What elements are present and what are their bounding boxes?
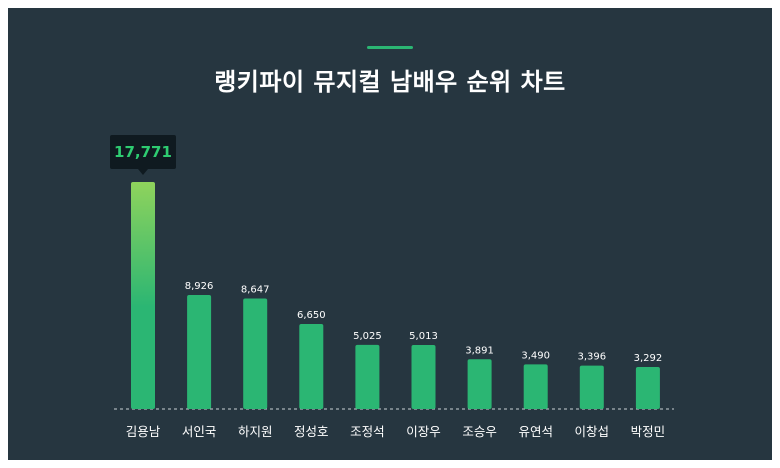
value-label: 8,926 bbox=[185, 281, 214, 292]
value-label: 8,647 bbox=[241, 285, 270, 296]
tooltip-pointer bbox=[138, 169, 148, 175]
bar-이장우 bbox=[411, 344, 436, 409]
value-label: 5,025 bbox=[353, 331, 382, 342]
tooltip-box bbox=[110, 135, 176, 169]
value-label: 6,650 bbox=[297, 310, 326, 321]
category-label: 유연석 bbox=[518, 424, 553, 439]
bar-이창섭 bbox=[579, 365, 604, 409]
category-label: 하지원 bbox=[238, 424, 273, 439]
value-tooltip: 17,771 bbox=[110, 135, 176, 175]
category-label: 조정석 bbox=[350, 424, 385, 439]
chart-title: 랭키파이 뮤지컬 남배우 순위 차트 bbox=[214, 68, 566, 96]
bar-하지원 bbox=[243, 298, 268, 409]
bar-유연석 bbox=[523, 364, 548, 409]
value-label: 17,771 bbox=[114, 143, 172, 161]
value-label: 3,396 bbox=[577, 352, 606, 363]
bar-조승우 bbox=[467, 359, 492, 409]
bar-정성호 bbox=[299, 324, 324, 409]
value-label: 3,891 bbox=[465, 345, 494, 356]
value-label: 3,292 bbox=[634, 353, 663, 364]
category-label: 김용남 bbox=[126, 424, 161, 439]
value-label: 3,490 bbox=[521, 350, 550, 361]
category-label: 정성호 bbox=[294, 424, 329, 439]
bar-조정석 bbox=[355, 344, 380, 409]
category-label: 박정민 bbox=[631, 424, 666, 439]
bar-김용남 bbox=[131, 182, 155, 409]
category-label: 이장우 bbox=[406, 424, 441, 439]
category-label: 이창섭 bbox=[575, 424, 610, 439]
bar-서인국 bbox=[187, 294, 212, 409]
category-label: 서인국 bbox=[182, 424, 217, 439]
value-label: 5,013 bbox=[409, 331, 438, 342]
category-label: 조승우 bbox=[462, 424, 497, 439]
title-accent-line bbox=[367, 46, 413, 49]
bar-박정민 bbox=[635, 366, 660, 409]
